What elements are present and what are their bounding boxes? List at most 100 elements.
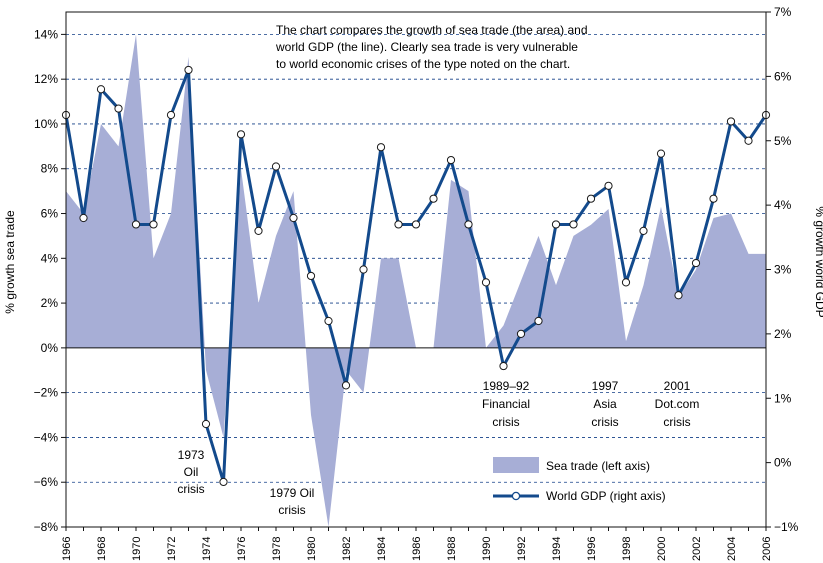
- left-tick-label: 14%: [34, 27, 58, 41]
- x-tick-label: 1994: [551, 537, 563, 561]
- right-tick-label: −1%: [774, 520, 799, 534]
- gdp-point: [411, 220, 421, 229]
- right-tick-label: 3%: [774, 263, 792, 277]
- gdp-point: [359, 265, 368, 274]
- right-tick-label: 7%: [774, 5, 792, 19]
- right-axis-ticks: 7% 6% 5% 4% 3% 2% 1% 0% −1%: [766, 5, 799, 534]
- right-axis-title: % growth world GDP: [813, 206, 823, 317]
- left-tick-label: −8%: [34, 520, 59, 534]
- gdp-point: [324, 316, 333, 326]
- gdp-point: [131, 220, 141, 229]
- annotation-line: 2001: [664, 379, 691, 393]
- legend-label-world-gdp: World GDP (right axis): [546, 489, 666, 503]
- legend-marker: [511, 491, 521, 501]
- gdp-point: [184, 65, 193, 75]
- x-tick-label: 1978: [271, 537, 283, 561]
- gdp-point: [744, 136, 753, 145]
- note-line: to world economic crises of the type not…: [276, 57, 570, 71]
- gdp-point: [149, 220, 158, 229]
- annotation-line: 1997: [592, 379, 619, 393]
- left-axis-ticks: 14% 12% 10% 8% 6% 4% 2% 0% −2% −4% −6% −8%: [34, 27, 66, 534]
- gdp-point: [394, 220, 403, 229]
- gdp-point: [551, 220, 561, 229]
- right-tick-label: 0%: [774, 456, 792, 470]
- legend-area-swatch: [493, 457, 539, 473]
- gdp-point: [656, 149, 666, 158]
- gdp-point: [726, 117, 736, 126]
- left-tick-label: 6%: [41, 207, 59, 221]
- x-tick-label: 2006: [761, 537, 773, 561]
- annotation-1979-oil-crisis: 1979 Oil crisis: [270, 486, 315, 517]
- annotation-line: crisis: [492, 415, 519, 429]
- gdp-point: [691, 258, 701, 268]
- note-line: The chart compares the growth of sea tra…: [276, 23, 588, 37]
- world-gdp-points: [61, 65, 771, 487]
- x-tick-label: 1990: [481, 537, 493, 561]
- left-tick-label: 4%: [41, 251, 59, 265]
- gdp-point: [709, 194, 718, 203]
- left-tick-label: −6%: [34, 475, 59, 489]
- gdp-point: [271, 162, 281, 171]
- right-tick-label: 5%: [774, 134, 792, 148]
- x-tick-label: 1984: [376, 537, 388, 561]
- annotation-line: Oil: [184, 465, 199, 479]
- annotation-2001-dotcom-crisis: 2001 Dot.com crisis: [655, 379, 700, 429]
- right-tick-label: 4%: [774, 198, 792, 212]
- annotation-1973-oil-crisis: 1973 Oil crisis: [177, 448, 204, 496]
- annotation-line: crisis: [177, 482, 204, 496]
- x-tick-label: 1982: [341, 537, 353, 561]
- annotation-line: crisis: [278, 503, 305, 517]
- right-tick-label: 2%: [774, 327, 792, 341]
- gdp-point: [236, 130, 246, 139]
- gdp-point: [586, 194, 596, 203]
- gdp-point: [306, 271, 316, 281]
- gdp-point: [481, 278, 491, 287]
- gdp-point: [166, 110, 176, 120]
- x-tick-label: 1988: [446, 537, 458, 561]
- gdp-point: [114, 104, 123, 113]
- x-tick-label: 2000: [656, 537, 668, 561]
- x-tick-label: 1976: [236, 537, 248, 561]
- annotation-line: Financial: [482, 397, 530, 411]
- gdp-point: [446, 155, 456, 165]
- x-axis-ticks: 1966 1968 1970 1972 1974 1976 1978 1980 1982 1984…: [61, 527, 773, 561]
- annotation-line: crisis: [591, 415, 618, 429]
- annotation-line: Asia: [593, 397, 617, 411]
- gdp-point: [534, 316, 543, 326]
- left-tick-label: 2%: [41, 296, 59, 310]
- gdp-point: [201, 419, 211, 429]
- gdp-point: [499, 361, 508, 371]
- x-tick-label: 1998: [621, 537, 633, 561]
- left-tick-label: 12%: [34, 72, 58, 86]
- gdp-point: [289, 213, 298, 223]
- annotation-line: 1989–92: [483, 379, 530, 393]
- note-line: world GDP (the line). Clearly sea trade …: [275, 40, 578, 54]
- left-tick-label: 10%: [34, 117, 58, 131]
- gdp-point: [464, 220, 473, 229]
- right-tick-label: 6%: [774, 69, 792, 83]
- gdp-point: [254, 226, 263, 235]
- annotation-line: 1979 Oil: [270, 486, 315, 500]
- annotation-1989-financial-crisis: 1989–92 Financial crisis: [482, 379, 530, 429]
- sea-trade-area: [66, 34, 766, 528]
- x-tick-label: 1986: [411, 537, 423, 561]
- legend: Sea trade (left axis) World GDP (right a…: [493, 457, 666, 503]
- left-tick-label: −4%: [34, 430, 59, 444]
- gdp-point: [96, 85, 106, 94]
- annotation-line: crisis: [663, 415, 690, 429]
- x-tick-label: 1974: [201, 537, 213, 561]
- x-tick-label: 1968: [96, 537, 108, 561]
- left-axis-title: % growth sea trade: [3, 210, 17, 314]
- x-tick-label: 1970: [131, 537, 143, 561]
- x-tick-label: 1972: [166, 537, 178, 561]
- x-tick-label: 1980: [306, 537, 318, 561]
- gdp-point: [516, 329, 526, 338]
- right-tick-label: 1%: [774, 391, 792, 405]
- x-tick-label: 2002: [691, 537, 703, 561]
- gdp-point: [219, 477, 228, 487]
- gdp-point: [341, 381, 351, 390]
- x-tick-label: 1996: [586, 537, 598, 561]
- annotation-1997-asia-crisis: 1997 Asia crisis: [591, 379, 618, 429]
- left-tick-label: 0%: [41, 341, 59, 355]
